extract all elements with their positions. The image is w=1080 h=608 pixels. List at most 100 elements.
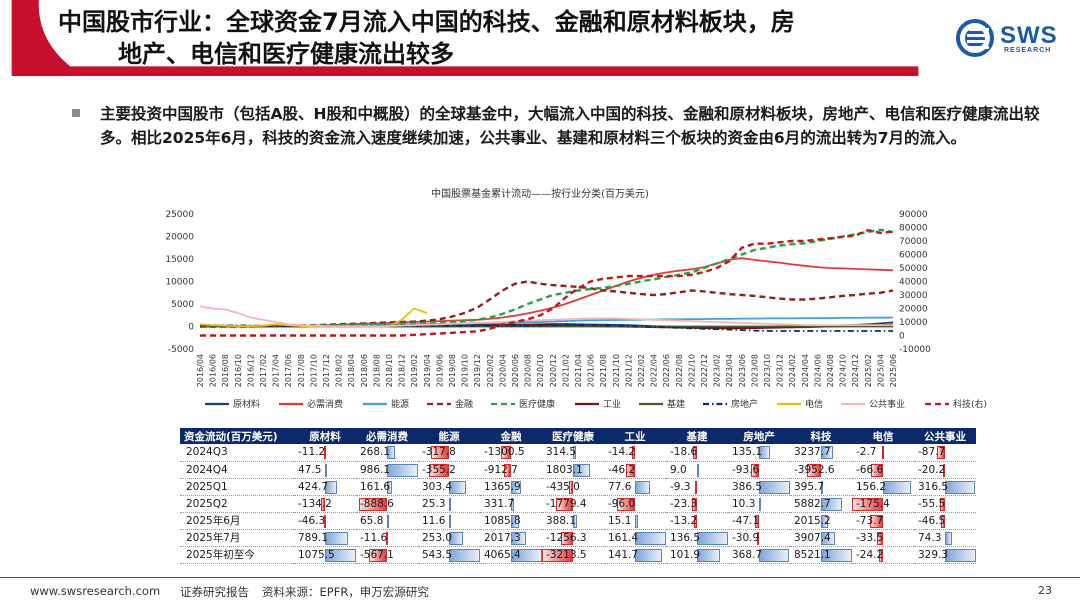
cell-value: 316.5: [918, 480, 949, 493]
x-tick-label: 2022/10: [687, 354, 696, 387]
cell-value: 9.0: [670, 463, 687, 476]
table-row: 2024Q4 47.5 986.1 -355.2 -912.7 1803.1 -46.2 9.…: [180, 461, 976, 479]
positive-data-bar: [635, 514, 638, 528]
cell-value: -888.6: [360, 497, 394, 510]
x-tick-label: 2021/02: [561, 354, 570, 387]
table-cell: -888.6: [356, 495, 418, 513]
table-cell: 161.6: [356, 478, 418, 496]
cell-value: -18.6: [670, 446, 698, 459]
column-header: 电信: [852, 428, 914, 444]
cell-value: 161.6: [360, 480, 391, 493]
y-right-tick-label: 50000: [899, 264, 928, 274]
x-tick-label: 2024/04: [801, 354, 810, 387]
cell-value: -23.3: [670, 497, 698, 510]
footer-website[interactable]: www.swsresearch.com: [30, 584, 161, 598]
cell-value: -3213.5: [546, 548, 587, 561]
negative-data-bar: [877, 531, 883, 545]
table-row: 2025年7月 789.1 -11.6 253.0 2017.3 -1256.3 161.4…: [180, 529, 976, 547]
table-cell: -46.2: [604, 461, 666, 479]
x-tick-label: 2019/04: [423, 354, 432, 387]
cell-value: 5882.7: [794, 497, 831, 510]
negative-data-bar: [692, 446, 697, 459]
table-cell: 101.9: [666, 546, 728, 564]
column-header: 必需消费: [356, 428, 418, 444]
x-tick-label: 2022/12: [700, 354, 709, 387]
cell-value: -912.7: [484, 463, 518, 476]
x-tick-label: 2018/12: [398, 354, 407, 387]
footer-report-type: 证券研究报告: [180, 585, 249, 599]
title-line-1: 中国股市行业：全球资金7月流入中国的科技、金融和原材料板块，房: [58, 8, 795, 36]
x-tick-label: 2017/02: [259, 354, 268, 387]
positive-data-bar: [759, 497, 761, 511]
table-cell: 303.4: [418, 478, 480, 496]
cell-value: -1256.3: [546, 531, 587, 544]
column-header: 医疗健康: [542, 428, 604, 444]
positive-data-bar: [511, 531, 527, 545]
x-tick-label: 2022/08: [675, 354, 684, 387]
cell-value: -55.5: [918, 497, 946, 510]
x-tick-label: 2019/08: [448, 354, 457, 387]
table-cell: 161.4: [604, 529, 666, 547]
table-cell: 388.1: [542, 512, 604, 530]
cell-value: -14.2: [608, 446, 636, 459]
negative-data-bar: [694, 480, 697, 494]
x-tick-label: 2018/10: [385, 354, 394, 387]
cell-value: -1779.4: [546, 497, 587, 510]
table-cell: 5882.7: [790, 495, 852, 513]
cell-value: -134.2: [298, 497, 332, 510]
series-line-科技(右): [200, 228, 894, 337]
table-row: 2024Q3 -11.2 268.1 -317.8 -1300.5 314.5 -14.2 -…: [180, 444, 976, 462]
cell-value: 25.3: [422, 497, 446, 510]
negative-data-bar: [430, 446, 449, 459]
negative-data-bar: [324, 446, 326, 459]
x-tick-label: 2021/04: [574, 354, 583, 387]
table-cell: -14.2: [604, 444, 666, 462]
sws-logo-icon: [956, 19, 994, 57]
negative-data-bar: [940, 514, 945, 528]
positive-data-bar: [759, 480, 790, 494]
y-left-tick-label: 20000: [165, 233, 194, 243]
table-cell: -134.2: [294, 495, 356, 513]
positive-data-bar: [821, 480, 823, 494]
x-tick-label: 2024/08: [826, 354, 835, 387]
row-label: 2025年7月: [180, 529, 294, 547]
table-cell: -11.2: [294, 444, 356, 462]
x-tick-label: 2024/02: [788, 354, 797, 387]
positive-data-bar: [449, 514, 451, 528]
footer-source: 资料来源：EPFR，申万宏源研究: [262, 585, 429, 599]
table-cell: 789.1: [294, 529, 356, 547]
column-header: 房地产: [728, 428, 790, 444]
table-cell: 395.7: [790, 478, 852, 496]
y-left-tick-label: -5000: [168, 345, 194, 355]
negative-data-bar: [321, 497, 325, 511]
negative-data-bar: [756, 531, 759, 545]
table-cell: -87.7: [914, 444, 976, 462]
x-tick-label: 2022/02: [637, 354, 646, 387]
column-header: 金融: [480, 428, 542, 444]
negative-data-bar: [878, 548, 883, 562]
negative-data-bar: [939, 497, 945, 511]
cell-value: -47.1: [732, 514, 760, 527]
legend-label-公共事业: 公共事业: [869, 398, 905, 410]
row-label: 2024Q4: [180, 461, 294, 479]
table-cell: 543.5: [418, 546, 480, 564]
cell-value: -73.7: [856, 514, 884, 527]
cell-value: 136.5: [670, 531, 701, 544]
table-cell: 2015.2: [790, 512, 852, 530]
negative-data-bar: [369, 548, 387, 562]
table-cell: 135.1: [728, 444, 790, 462]
positive-data-bar: [573, 463, 591, 477]
table-cell: -912.7: [480, 461, 542, 479]
cell-value: 268.1: [360, 446, 391, 459]
column-header: 科技: [790, 428, 852, 444]
y-right-tick-label: 40000: [899, 278, 928, 288]
x-tick-label: 2025/04: [876, 354, 885, 387]
cell-value: 253.0: [422, 531, 453, 544]
cell-value: -11.2: [298, 446, 326, 459]
table-cell: -435.0: [542, 478, 604, 496]
cell-value: 141.7: [608, 548, 639, 561]
sector-flow-table: 资金流动(百万美元) 原材料 必需消费 能源 金融 医疗健康 工业 基建 房地产 科技 电信 公共事业…: [180, 428, 976, 564]
table-cell: -11.6: [356, 529, 418, 547]
page-number: 23: [1038, 584, 1052, 597]
cell-value: 543.5: [422, 548, 453, 561]
